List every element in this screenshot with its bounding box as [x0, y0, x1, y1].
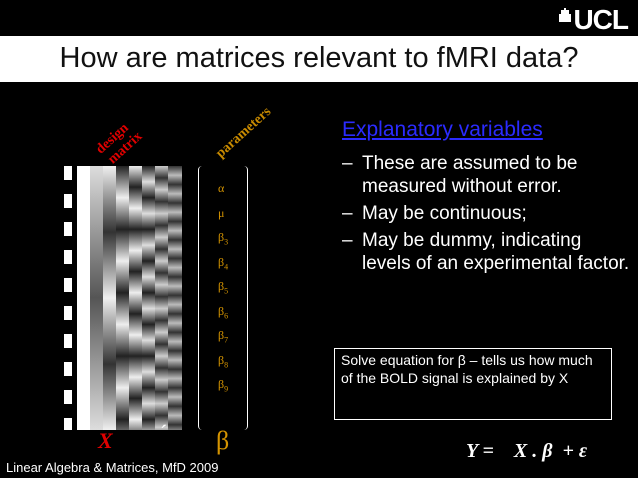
parameter-list: α μ β3 β4 β5 β6 β7 β8 β9: [218, 180, 248, 401]
title-bar: [0, 36, 638, 82]
bullet-item: – May be continuous;: [342, 203, 527, 224]
param-beta6: β6: [218, 303, 229, 320]
bullet-list: – These are assumed to be measured withou…: [342, 152, 632, 279]
slide-footer: Linear Algebra & Matrices, MfD 2009: [6, 460, 219, 475]
bullet-item: – These are assumed to be measured withou…: [342, 153, 578, 197]
param-beta3: β3: [218, 230, 229, 247]
param-beta5: β5: [218, 279, 229, 296]
crest-icon: [559, 8, 572, 22]
slide-title: How are matrices relevant to fMRI data?: [59, 42, 579, 74]
design-matrix-image: [64, 166, 182, 430]
solve-equation-box: Solve equation for β – tells us how much…: [334, 348, 612, 420]
x-label: X: [98, 428, 113, 453]
prime-mark: ´: [160, 420, 168, 445]
param-alpha: α: [218, 181, 225, 195]
glm-equation: Y = X . β + ε: [466, 440, 588, 462]
beta-label: β: [216, 426, 230, 455]
param-beta4: β4: [218, 254, 229, 271]
param-beta7: β7: [218, 328, 229, 345]
param-beta8: β8: [218, 352, 229, 369]
bullet-item: – May be dummy, indicating levels of an e…: [342, 230, 630, 274]
explanatory-variables-heading: Explanatory variables: [342, 118, 543, 141]
parameter-vector-bracket: [198, 166, 248, 430]
top-bar: [0, 0, 638, 36]
param-beta9: β9: [218, 377, 229, 394]
ucl-logo: UCL: [559, 6, 629, 34]
parameters-label: parameters: [213, 104, 275, 162]
param-mu: μ: [218, 205, 225, 220]
